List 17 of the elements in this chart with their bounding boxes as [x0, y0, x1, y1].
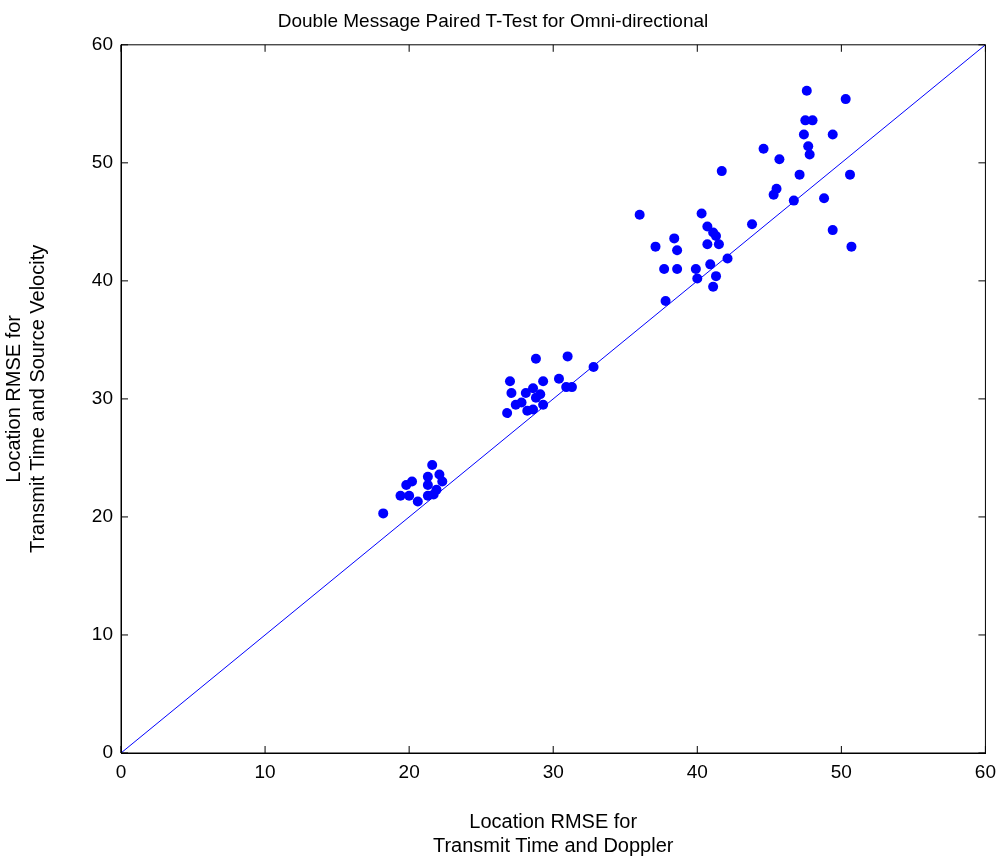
y-axis-title: Location RMSE for Transmit Time and Source Velocity [1, 244, 48, 554]
x-tick-label: 40 [686, 760, 708, 782]
y-tick-label: 10 [91, 623, 113, 645]
y-tick-label: 50 [91, 151, 113, 173]
x-tick-label: 30 [542, 760, 564, 782]
y-tick-label: 20 [91, 505, 113, 527]
x-tick-label: 0 [115, 760, 127, 782]
x-tick-label: 50 [830, 760, 852, 782]
x-tick-label: 60 [974, 760, 996, 782]
y-tick-label: 30 [91, 387, 113, 409]
y-tick-label: 0 [102, 741, 113, 763]
chart-title: Double Message Paired T-Test for Omni-directional [277, 9, 709, 31]
x-tick-label: 20 [398, 760, 420, 782]
x-axis-title: Location RMSE for Transmit Time and Doppler [432, 809, 674, 856]
x-tick-label: 10 [254, 760, 276, 782]
y-tick-label: 40 [91, 269, 113, 291]
y-tick-label: 60 [91, 33, 113, 55]
